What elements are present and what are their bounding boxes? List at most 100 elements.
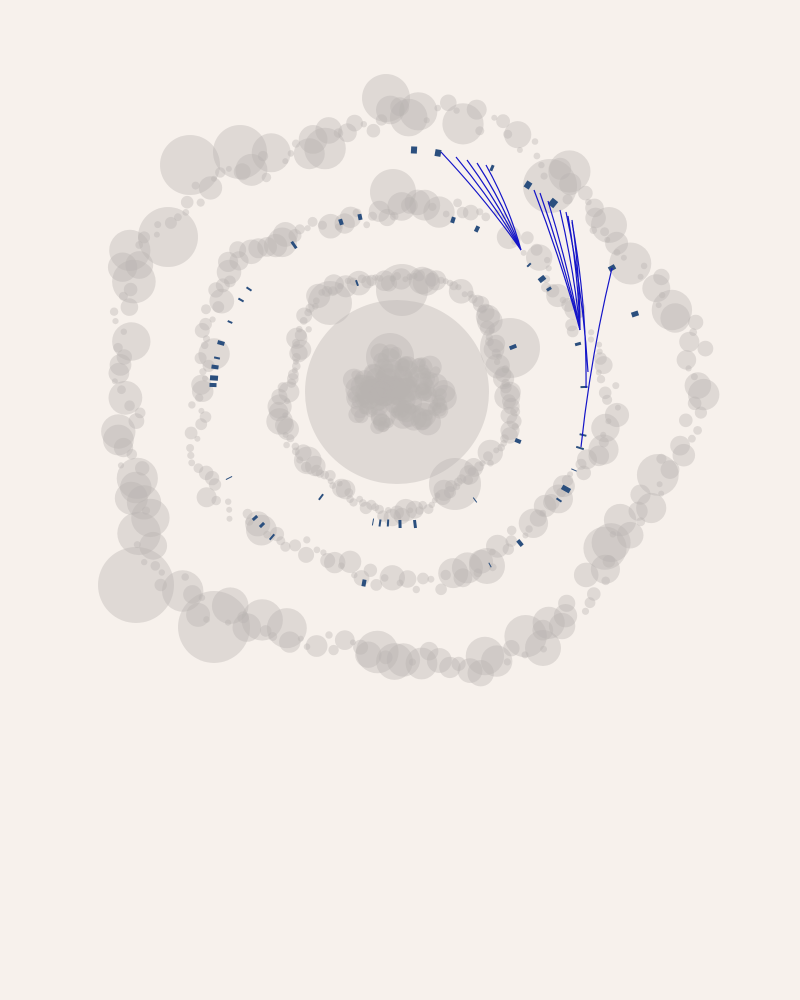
node-circle — [595, 369, 602, 376]
node-circle — [108, 380, 143, 415]
node-circle — [434, 104, 442, 112]
node-circle — [386, 396, 396, 406]
node-circle — [318, 213, 343, 239]
tick-mark — [227, 320, 233, 324]
node-circle — [500, 420, 520, 440]
node-circle — [259, 625, 272, 637]
node-circle — [427, 575, 435, 583]
node-circle — [202, 359, 215, 372]
node-circle — [334, 275, 357, 298]
node-circle — [120, 471, 152, 504]
node-circle — [344, 277, 352, 284]
node-circle — [522, 532, 529, 539]
node-circle — [390, 97, 410, 117]
node-circle — [135, 241, 144, 249]
node-circle — [485, 333, 493, 341]
node-circle — [422, 409, 433, 421]
node-circle — [433, 479, 455, 501]
node-circle — [346, 495, 354, 504]
node-circle — [366, 274, 378, 286]
node-circle — [304, 308, 312, 317]
node-circle — [540, 172, 548, 180]
node-circle — [417, 358, 427, 368]
node-circle — [376, 95, 405, 125]
node-circle — [351, 370, 361, 380]
node-circle — [229, 241, 247, 259]
tick-mark — [258, 521, 266, 529]
node-circle — [397, 356, 413, 372]
node-circle — [587, 336, 595, 343]
node-circle — [153, 231, 160, 238]
node-circle — [196, 198, 205, 207]
node-circle — [186, 602, 211, 627]
node-circle — [415, 409, 441, 436]
node-circle — [434, 388, 447, 401]
node-circle — [344, 488, 354, 497]
node-circle — [467, 660, 494, 687]
node-circle — [386, 643, 421, 677]
node-circle — [377, 420, 390, 433]
node-circle — [576, 465, 591, 481]
tick-mark — [547, 197, 559, 209]
node-circle — [493, 368, 515, 390]
node-circle — [334, 630, 355, 650]
node-circle — [602, 394, 613, 405]
node-circle — [561, 474, 574, 487]
tick-mark — [338, 218, 344, 226]
node-circle — [544, 256, 551, 264]
node-circle — [456, 206, 469, 219]
node-circle — [636, 517, 646, 527]
node-circle — [267, 394, 292, 419]
node-circle — [348, 406, 366, 423]
node-circle — [204, 470, 220, 486]
node-circle — [351, 571, 358, 579]
node-circle — [126, 449, 138, 460]
node-circle — [266, 608, 307, 649]
node-circle — [518, 508, 549, 538]
node-circle — [538, 161, 545, 169]
node-circle — [298, 546, 315, 563]
node-circle — [383, 377, 407, 401]
node-circle — [473, 568, 483, 578]
node-circle — [200, 341, 209, 350]
node-circle — [485, 337, 494, 347]
node-circle — [500, 381, 521, 403]
node-circle — [194, 323, 210, 338]
node-circle — [493, 358, 501, 366]
node-circle — [390, 268, 412, 290]
node-circle — [461, 291, 468, 298]
node-circle — [324, 470, 336, 481]
node-circle — [194, 352, 207, 365]
node-circle — [366, 387, 390, 411]
node-circle — [349, 498, 358, 507]
node-circle — [282, 412, 289, 419]
link-line — [476, 162, 522, 251]
node-circle — [383, 380, 408, 405]
tick-mark — [357, 213, 363, 221]
node-circle — [591, 523, 631, 563]
node-circle — [246, 514, 277, 546]
node-circle — [384, 396, 402, 414]
node-circle — [229, 251, 249, 271]
node-circle — [293, 138, 325, 170]
node-circle — [305, 300, 489, 484]
node-circle — [117, 385, 126, 395]
node-circle — [609, 242, 652, 285]
node-circle — [405, 500, 424, 519]
node-circle — [475, 126, 485, 136]
node-circle — [653, 268, 670, 286]
node-circle — [226, 506, 233, 513]
node-circle — [455, 284, 462, 291]
node-circle — [655, 302, 662, 309]
node-circle — [361, 275, 375, 289]
node-circle — [416, 381, 431, 395]
node-circle — [589, 226, 598, 234]
node-circle — [371, 503, 380, 512]
node-circle — [357, 391, 372, 405]
node-circle — [164, 216, 177, 229]
node-circle — [306, 283, 331, 308]
tick-mark — [537, 274, 547, 284]
node-circle — [530, 243, 543, 256]
node-circle — [503, 640, 520, 657]
node-circle — [546, 283, 570, 308]
